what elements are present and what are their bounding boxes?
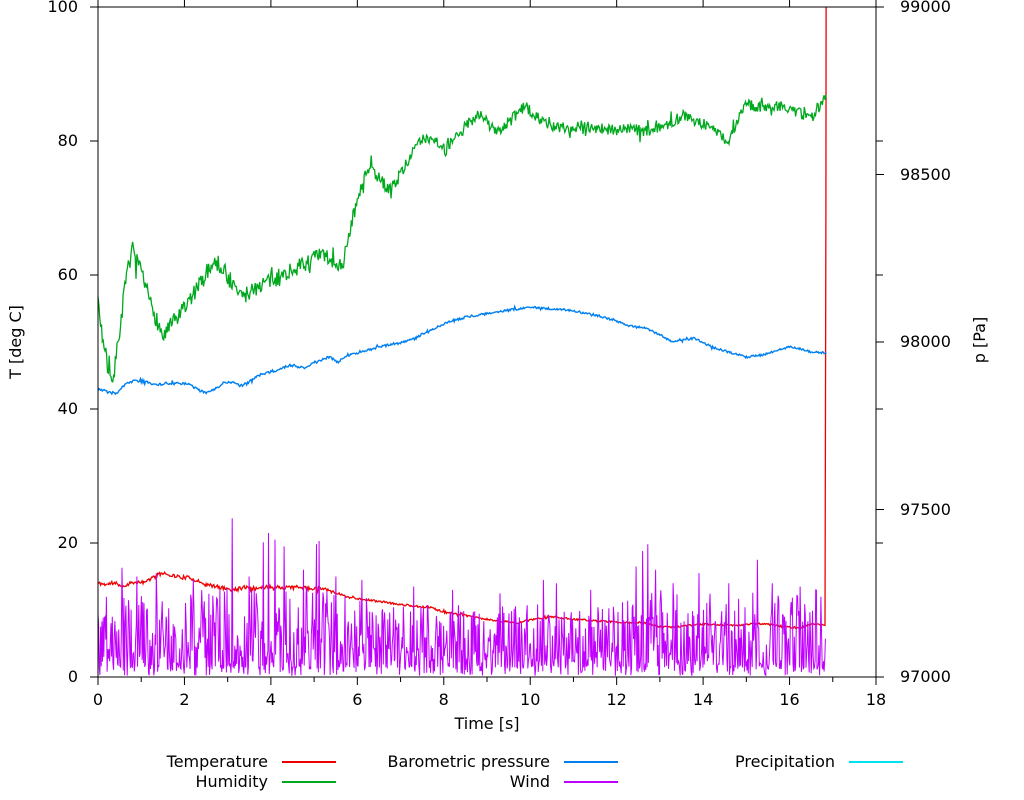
y-right-tick-label: 97500 xyxy=(900,499,951,519)
y-right-axis-title: p [Pa] xyxy=(970,316,989,364)
x-axis-title: Time [s] xyxy=(454,714,520,733)
legend-label: Humidity xyxy=(195,772,268,791)
legend-line-sample xyxy=(849,761,903,763)
y-right-tick-label: 99000 xyxy=(900,0,951,16)
y-right-tick-label: 98500 xyxy=(900,164,951,184)
legend-label: Barometric pressure xyxy=(387,752,550,771)
legend-label: Wind xyxy=(509,772,550,791)
y-left-tick-label: 40 xyxy=(57,399,78,418)
y-left-tick-label: 80 xyxy=(57,131,78,150)
legend-item-precipitation: Precipitation xyxy=(625,752,903,772)
x-tick-label: 4 xyxy=(265,690,276,709)
legend-item-wind: Wind xyxy=(340,772,618,792)
y-right-tick-label: 98000 xyxy=(900,332,951,351)
legend-line-sample xyxy=(282,761,336,763)
legend-line-sample xyxy=(564,781,618,783)
x-tick-label: 8 xyxy=(438,690,449,709)
legend-label: Precipitation xyxy=(734,752,835,771)
legend-item-humidity: Humidity xyxy=(58,772,336,792)
y-left-tick-label: 20 xyxy=(57,533,78,552)
legend-item-temperature: Temperature xyxy=(58,752,336,772)
x-tick-label: 2 xyxy=(179,690,190,709)
x-tick-label: 18 xyxy=(865,690,887,709)
legend-line-sample xyxy=(564,761,618,763)
y-left-tick-label: 60 xyxy=(57,265,78,284)
y-right-tick-label: 97000 xyxy=(900,667,951,686)
y-left-tick-label: 100 xyxy=(47,0,78,16)
x-tick-label: 14 xyxy=(692,690,714,709)
x-tick-label: 0 xyxy=(92,690,104,709)
y-left-axis-title: T [deg C] xyxy=(6,305,25,379)
x-tick-label: 6 xyxy=(352,690,363,709)
x-tick-label: 10 xyxy=(520,690,541,709)
y-left-tick-label: 0 xyxy=(67,667,78,686)
x-tick-label: 16 xyxy=(779,690,800,709)
x-tick-label: 12 xyxy=(606,690,627,709)
legend-item-barometric-pressure: Barometric pressure xyxy=(340,752,618,772)
legend-line-sample xyxy=(282,781,336,783)
legend-label: Temperature xyxy=(166,752,268,771)
